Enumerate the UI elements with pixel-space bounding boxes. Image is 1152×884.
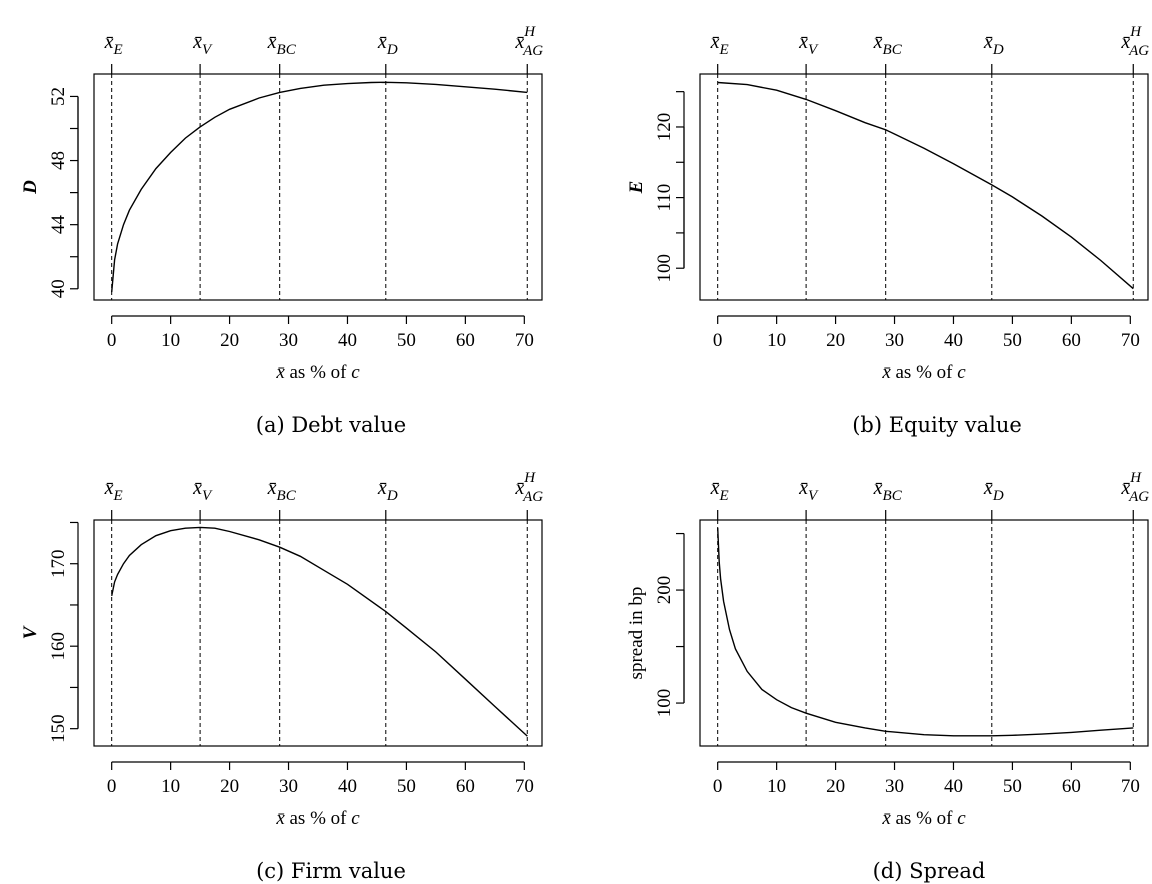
panel-0: 0 10 20 30 40 50 60 70 x̄ as % of c 40 44 48 52 Dx̄E x… xyxy=(20,24,543,437)
x-tick-label: 10 xyxy=(161,330,180,351)
plot-frame xyxy=(699,73,1149,301)
x-tick-label: 70 xyxy=(1121,330,1140,351)
x-tick-label: 40 xyxy=(338,330,357,351)
series-line xyxy=(717,81,1134,290)
top-tick-label: x̄BC xyxy=(267,477,297,504)
panel-caption: (d) Spread xyxy=(873,859,986,883)
x-tick-label: 60 xyxy=(1062,776,1081,797)
x-tick-label: 70 xyxy=(515,330,534,351)
top-tick-label: x̄V xyxy=(798,477,819,504)
panel-3: 0 10 20 30 40 50 60 70 x̄ as % of c 100 200 spread … xyxy=(626,470,1149,883)
y-tick-label: 40 xyxy=(48,279,69,298)
series-line xyxy=(111,526,528,737)
x-tick-label: 0 xyxy=(107,330,117,351)
y-tick-label: 150 xyxy=(48,714,69,743)
y-axis-label: V xyxy=(20,625,41,639)
top-tick-label: x̄V xyxy=(798,31,819,58)
x-tick-label: 50 xyxy=(1003,330,1022,351)
top-tick-label: x̄BC xyxy=(267,31,297,58)
x-tick-label: 10 xyxy=(767,776,786,797)
panel-2: 0 10 20 30 40 50 60 70 x̄ as % of c 150 160 170 Vx̄E… xyxy=(20,470,543,883)
panel-caption: (a) Debt value xyxy=(256,413,406,437)
y-tick-label: 200 xyxy=(654,576,675,605)
x-tick-label: 40 xyxy=(338,776,357,797)
x-tick-label: 20 xyxy=(220,330,239,351)
top-tick-label: x̄D xyxy=(983,477,1004,504)
x-tick-label: 0 xyxy=(713,330,723,351)
panel-1: 0 10 20 30 40 50 60 70 x̄ as % of c 100 110 120 Ex̄E… xyxy=(626,24,1149,437)
x-tick-label: 30 xyxy=(279,330,298,351)
panel-caption: (c) Firm value xyxy=(256,859,406,883)
x-tick-label: 20 xyxy=(826,776,845,797)
y-tick-label: 100 xyxy=(654,254,675,283)
y-tick-label: 100 xyxy=(654,689,675,718)
y-axis-label: spread in bp xyxy=(626,587,647,680)
x-tick-label: 60 xyxy=(456,330,475,351)
x-axis-label: x̄ as % of c xyxy=(881,808,966,829)
x-tick-label: 0 xyxy=(713,776,723,797)
y-tick-label: 160 xyxy=(48,632,69,661)
y-axis-label: D xyxy=(20,180,41,195)
y-tick-label: 48 xyxy=(48,151,69,170)
y-tick-label: 52 xyxy=(48,87,69,106)
x-tick-label: 10 xyxy=(161,776,180,797)
x-tick-label: 30 xyxy=(279,776,298,797)
x-tick-label: 50 xyxy=(397,776,416,797)
x-axis-label: x̄ as % of c xyxy=(881,362,966,383)
top-tick-label: x̄V xyxy=(192,31,213,58)
y-axis-label: E xyxy=(626,181,647,195)
x-tick-label: 30 xyxy=(885,330,904,351)
x-tick-label: 20 xyxy=(220,776,239,797)
top-tick-label: x̄H AG xyxy=(514,470,543,505)
x-tick-label: 30 xyxy=(885,776,904,797)
plot-frame xyxy=(93,519,543,747)
top-tick-label: x̄D xyxy=(377,31,398,58)
top-tick-label: x̄V xyxy=(192,477,213,504)
top-tick-label: x̄D xyxy=(983,31,1004,58)
top-tick-label: x̄E xyxy=(710,477,729,504)
x-tick-label: 10 xyxy=(767,330,786,351)
y-tick-label: 170 xyxy=(48,549,69,578)
y-tick-label: 44 xyxy=(48,215,69,235)
x-tick-label: 40 xyxy=(944,776,963,797)
series-line xyxy=(111,81,528,293)
top-tick-label: x̄BC xyxy=(873,31,903,58)
top-tick-label: x̄E xyxy=(710,31,729,58)
top-tick-label: x̄E xyxy=(104,477,123,504)
x-tick-label: 60 xyxy=(1062,330,1081,351)
series-line xyxy=(717,527,1134,737)
x-tick-label: 40 xyxy=(944,330,963,351)
x-tick-label: 50 xyxy=(1003,776,1022,797)
x-tick-label: 60 xyxy=(456,776,475,797)
x-tick-label: 70 xyxy=(515,776,534,797)
x-tick-label: 0 xyxy=(107,776,117,797)
x-axis-label: x̄ as % of c xyxy=(275,362,360,383)
top-tick-label: x̄H AG xyxy=(1120,24,1149,59)
x-tick-label: 70 xyxy=(1121,776,1140,797)
top-tick-label: x̄E xyxy=(104,31,123,58)
plot-frame xyxy=(93,73,543,301)
y-tick-label: 120 xyxy=(654,113,675,142)
top-tick-label: x̄D xyxy=(377,477,398,504)
top-tick-label: x̄BC xyxy=(873,477,903,504)
x-tick-label: 50 xyxy=(397,330,416,351)
panel-caption: (b) Equity value xyxy=(852,413,1022,437)
top-tick-label: x̄H AG xyxy=(514,24,543,59)
x-axis-label: x̄ as % of c xyxy=(275,808,360,829)
y-tick-label: 110 xyxy=(654,184,675,212)
top-tick-label: x̄H AG xyxy=(1120,470,1149,505)
x-tick-label: 20 xyxy=(826,330,845,351)
plot-frame xyxy=(699,519,1149,747)
